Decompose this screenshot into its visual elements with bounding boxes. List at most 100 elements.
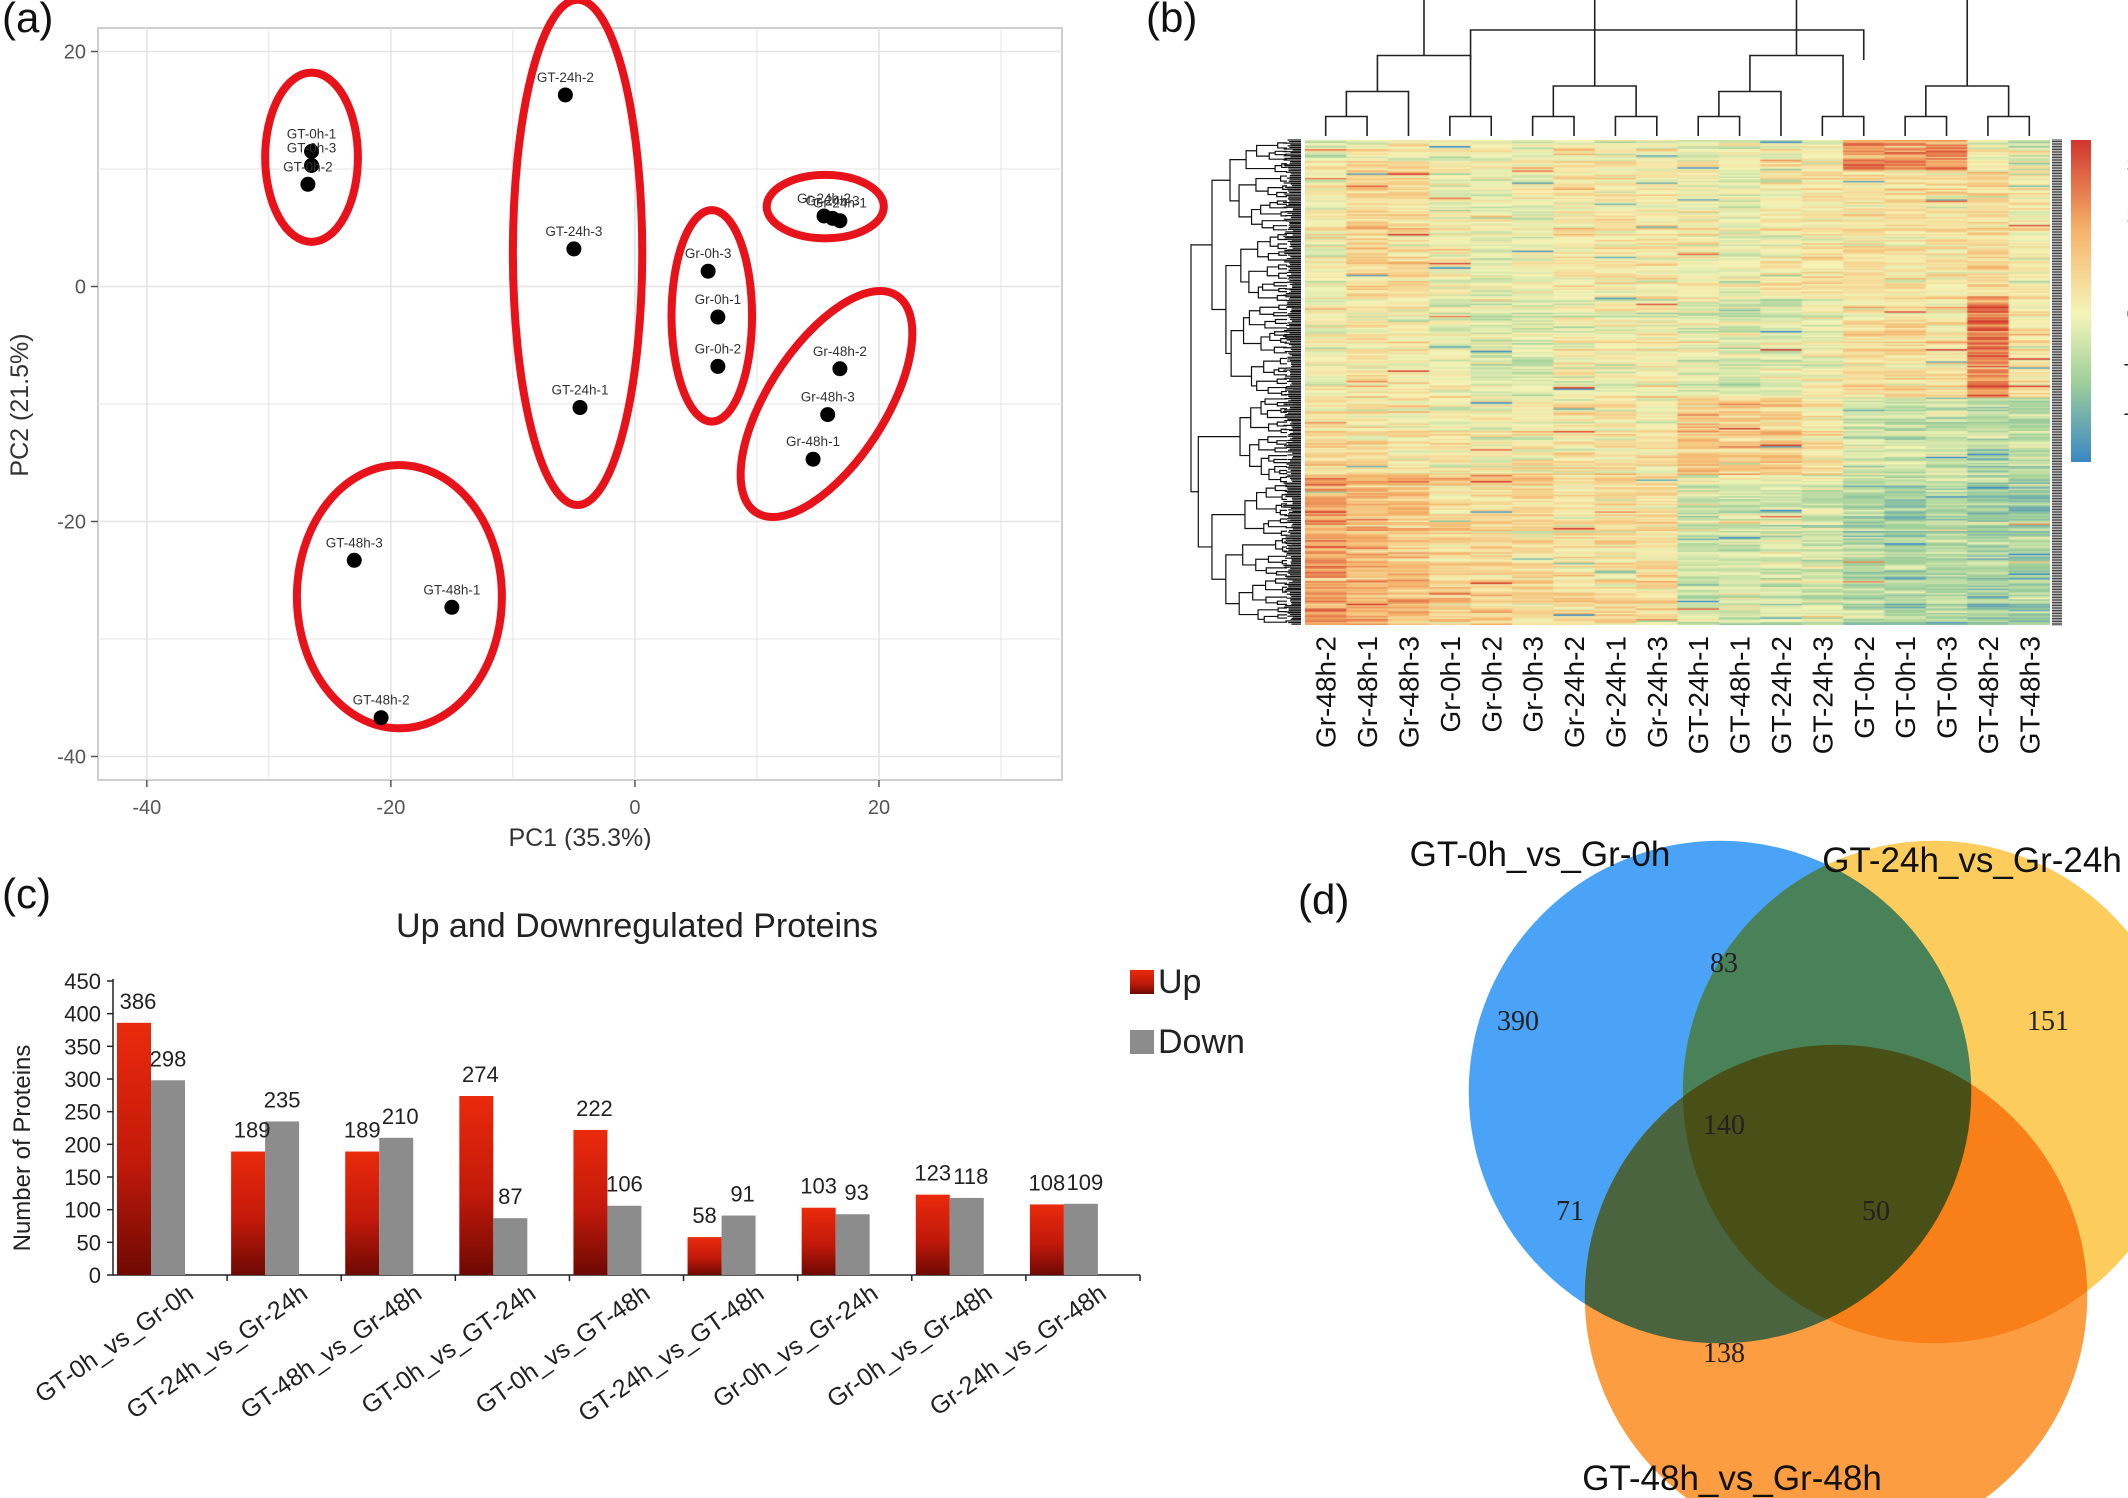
pca-group-ellipse <box>292 461 506 733</box>
dendrogram-branch <box>1278 272 1287 279</box>
dendrogram-branch <box>1266 409 1287 419</box>
dendrogram-branch <box>1242 317 1262 345</box>
dendrogram-branch <box>1211 514 1245 580</box>
pca-point <box>832 361 848 377</box>
pca-point <box>346 552 362 568</box>
dendrogram-branch <box>1238 184 1256 218</box>
dendrogram-branch <box>1273 346 1287 354</box>
pca-point-label: GT-24h-1 <box>551 383 608 398</box>
dendrogram-branch <box>1257 609 1279 620</box>
heatmap-colorbar-ticks: 3 2 1 0 -1 -2 <box>2124 156 2128 425</box>
bar-up <box>915 1194 950 1275</box>
dendrogram-branch <box>1275 571 1287 576</box>
venn-count-c-only: 138 <box>1703 1338 1745 1369</box>
dendrogram-branch <box>1279 469 1287 475</box>
dendrogram-branch <box>1272 225 1287 231</box>
dendrogram-branch <box>1238 592 1259 616</box>
pca-point-label: Gr-0h-2 <box>695 341 742 356</box>
heatmap-column-label: GT-0h-1 <box>1890 636 1921 739</box>
bar-up-value-label: 108 <box>1029 1170 1066 1195</box>
pca-point-label: Gr-24h-3 <box>806 193 860 208</box>
venn-count-abc: 140 <box>1703 1110 1745 1141</box>
venn-count-ab: 83 <box>1710 948 1738 979</box>
dendrogram-branch <box>1260 336 1275 351</box>
heatmap-column-dendrogram <box>1324 0 2031 136</box>
bar-up <box>459 1095 494 1275</box>
bar-down-value-label: 235 <box>264 1087 301 1112</box>
dendrogram-branch <box>1252 584 1266 601</box>
heatmap-column-label: GT-24h-3 <box>1807 636 1838 754</box>
pca-y-tick-label: -40 <box>57 747 86 769</box>
dendrogram-branch <box>1255 177 1281 192</box>
bar-y-axis-label: Number of Proteins <box>9 1045 36 1252</box>
venn-set-label-b: GT-24h_vs_Gr-24h <box>1822 841 2122 880</box>
dendrogram-branch <box>1277 234 1287 241</box>
bar-down <box>721 1215 756 1275</box>
dendrogram-branch <box>1277 142 1287 149</box>
dendrogram-branch <box>1267 520 1287 528</box>
dendrogram-branch <box>1267 386 1287 394</box>
venn-count-b-only: 151 <box>2027 1006 2069 1037</box>
pca-point <box>710 309 726 325</box>
bar-down <box>607 1205 642 1275</box>
dendrogram-branch <box>1225 554 1243 605</box>
pca-x-tick-label: -20 <box>376 797 405 819</box>
bar-down-value-label: 118 <box>953 1164 988 1189</box>
dendrogram-branch <box>1260 457 1269 476</box>
dendrogram-branch <box>1197 436 1241 548</box>
heatmap-column-label: GT-0h-2 <box>1849 636 1880 739</box>
pca-tick-labels: -40 -20 0 20 20 0 -20 -40 <box>57 42 890 820</box>
dendrogram-branch <box>1274 164 1287 173</box>
dendrogram-branch <box>1273 312 1287 317</box>
dendrogram-branch <box>1262 283 1279 291</box>
heatmap-column-label: GT-24h-1 <box>1683 636 1714 754</box>
dendrogram-branch <box>1274 465 1287 473</box>
dendrogram-branch <box>1276 401 1287 407</box>
heatmap-row-dendrogram <box>1190 139 1301 625</box>
bar-up-value-label: 189 <box>234 1118 271 1143</box>
dendrogram-branch <box>1250 208 1263 225</box>
dendrogram-branch <box>1275 504 1282 514</box>
dendrogram-branch <box>1531 115 1575 136</box>
dendrogram-branch <box>1260 204 1282 215</box>
bar-up <box>1029 1204 1064 1275</box>
dendrogram-branch <box>1265 567 1287 574</box>
pca-y-tick-label: 20 <box>64 42 86 64</box>
venn-count-ac: 71 <box>1556 1196 1584 1227</box>
bar-down <box>1063 1203 1098 1275</box>
dendrogram-branch <box>1244 500 1264 530</box>
bar-down-value-label: 106 <box>606 1172 643 1197</box>
dendrogram-branch <box>1211 179 1231 311</box>
pca-group-ellipse <box>762 170 888 243</box>
heatmap-column-label: GT-48h-1 <box>1725 636 1756 754</box>
bar-up-value-label: 189 <box>344 1118 381 1143</box>
bar-y-tick-label: 250 <box>64 1100 101 1125</box>
dendrogram-root <box>1190 244 1212 493</box>
bar-up-value-label: 222 <box>576 1096 613 1121</box>
dendrogram-branch <box>1268 152 1287 160</box>
dendrogram-branch <box>1281 494 1287 500</box>
dendrogram-branch <box>1276 440 1287 445</box>
bar-up <box>345 1151 380 1275</box>
dendrogram-branch <box>1265 580 1283 591</box>
dendrogram-branch <box>1273 458 1287 464</box>
dendrogram-branch <box>1255 558 1269 572</box>
pca-point-label: Gr-0h-3 <box>685 246 732 261</box>
pca-point <box>373 710 389 726</box>
bar-down <box>949 1197 984 1275</box>
dendrogram-branch <box>1265 596 1287 604</box>
pca-point-label: Gr-48h-3 <box>801 390 855 405</box>
pca-y-tick-label: -20 <box>57 512 86 534</box>
dendrogram-branch <box>1278 304 1287 310</box>
pca-group-ellipse <box>736 287 917 521</box>
pca-point <box>557 87 573 103</box>
dendrogram-branch <box>1229 159 1247 202</box>
dendrogram-branch <box>1277 614 1287 619</box>
bar-down <box>379 1137 414 1275</box>
dendrogram-branch <box>1273 281 1287 287</box>
dendrogram-branch <box>1250 407 1269 429</box>
pca-point <box>710 358 726 374</box>
dendrogram-branch <box>1904 115 1948 136</box>
dendrogram-branch <box>1987 115 2031 136</box>
